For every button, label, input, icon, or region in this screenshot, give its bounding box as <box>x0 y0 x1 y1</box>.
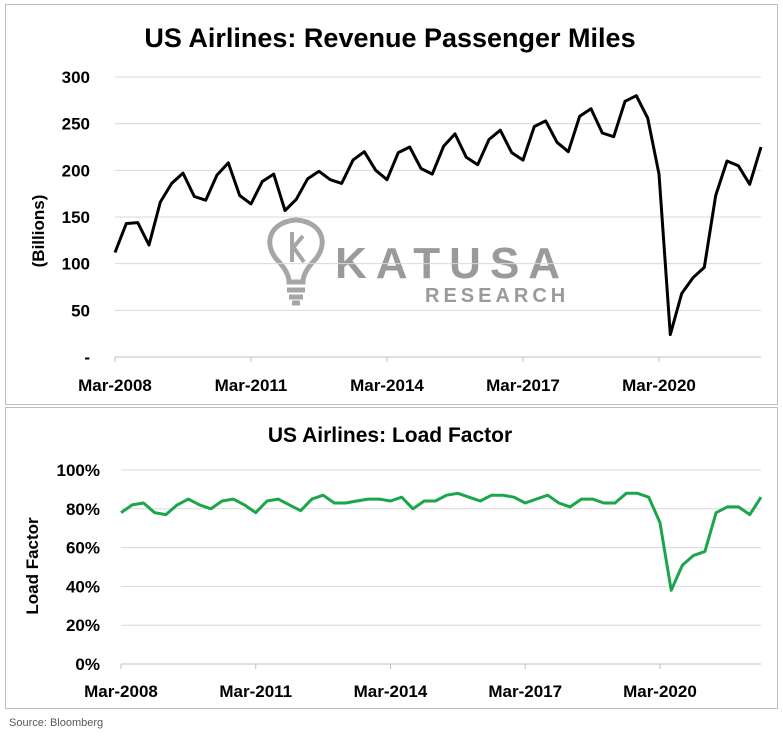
watermark-subtitle: RESEARCH <box>425 285 569 307</box>
y-tick-label: 200 <box>62 161 90 180</box>
rpm-chart-panel <box>5 4 778 405</box>
x-tick-label: Mar-2014 <box>354 682 428 701</box>
x-tick-label: Mar-2020 <box>623 682 697 701</box>
rpm-chart-title: US Airlines: Revenue Passenger Miles <box>144 23 635 53</box>
x-tick-label: Mar-2020 <box>622 376 696 395</box>
lightbulb-logo-icon <box>267 217 325 306</box>
x-tick-label: Mar-2011 <box>219 682 292 701</box>
series-line <box>120 491 763 592</box>
y-tick-label: 40% <box>66 577 100 596</box>
y-tick-label: 250 <box>62 115 90 134</box>
load-factor-y-axis-label: Load Factor <box>23 517 42 615</box>
x-tick-label: Mar-2017 <box>488 682 562 701</box>
x-tick-label: Mar-2011 <box>215 376 288 395</box>
x-tick-label: Mar-2008 <box>78 376 152 395</box>
series-line <box>113 94 763 337</box>
y-tick-label: 20% <box>66 616 100 635</box>
y-tick-label: - <box>84 348 90 367</box>
y-tick-label: 80% <box>66 500 100 519</box>
x-tick-label: Mar-2017 <box>486 376 560 395</box>
y-tick-label: 100% <box>57 461 100 480</box>
load-factor-chart-title: US Airlines: Load Factor <box>268 424 512 447</box>
rpm-plot-area: - 50 100 150 200 250 300 Mar-2008 Mar-2011 Mar-20… <box>62 68 763 395</box>
y-tick-label: 300 <box>62 68 90 87</box>
y-tick-label: 0% <box>75 655 100 674</box>
source-note: Source: Bloomberg <box>9 717 104 729</box>
rpm-y-axis-label: (Billions) <box>29 195 48 268</box>
x-tick-label: Mar-2008 <box>84 682 158 701</box>
y-tick-label: 50 <box>71 301 90 320</box>
y-tick-label: 100 <box>62 255 90 274</box>
x-tick-label: Mar-2014 <box>350 376 424 395</box>
load-factor-plot-area: 0% 20% 40% 60% 80% 100% Mar-2008 Mar-2011 Mar-20… <box>57 461 763 701</box>
y-tick-label: 150 <box>62 208 90 227</box>
y-tick-label: 60% <box>66 539 100 558</box>
load-factor-chart-panel <box>5 407 778 709</box>
